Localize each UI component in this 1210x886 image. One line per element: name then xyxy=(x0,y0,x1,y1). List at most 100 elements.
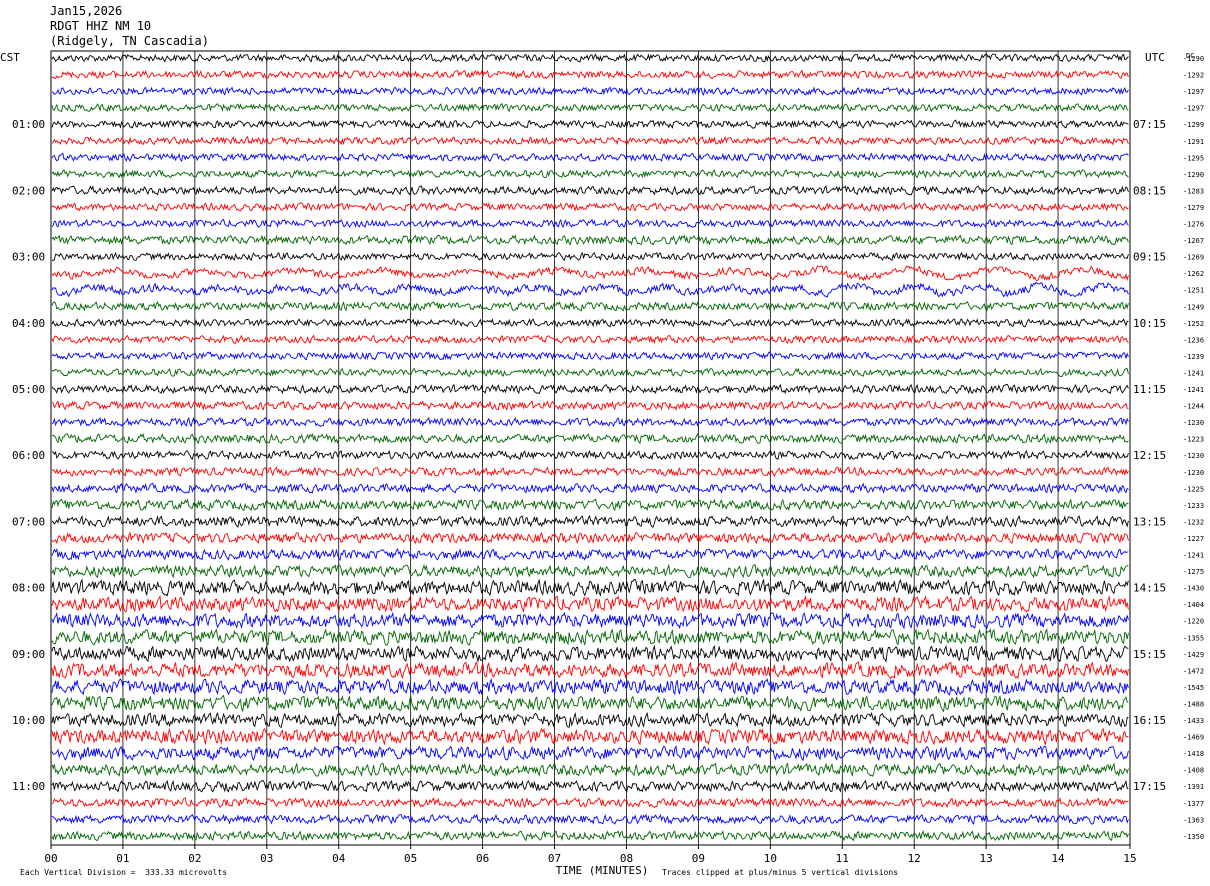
dc-offset-label: -1418 xyxy=(1183,750,1204,758)
x-tick-label: 04 xyxy=(332,852,346,865)
seismic-trace xyxy=(51,351,1129,361)
seismic-trace xyxy=(51,383,1129,395)
dc-offset-label: -1292 xyxy=(1183,72,1204,80)
hour-label-cst: 08:00 xyxy=(12,582,45,595)
seismic-trace xyxy=(51,301,1129,312)
seismic-trace xyxy=(51,433,1129,445)
x-tick-label: 01 xyxy=(116,852,129,865)
dc-offset-label: -1252 xyxy=(1183,320,1204,328)
x-tick-label: 08 xyxy=(620,852,633,865)
dc-header-label: DC xyxy=(1186,52,1194,60)
seismic-trace xyxy=(51,563,1129,579)
dc-offset-label: -1249 xyxy=(1183,303,1204,311)
seismic-trace xyxy=(51,594,1129,613)
plot-frame xyxy=(50,50,1131,846)
seismic-trace xyxy=(51,514,1129,528)
seismic-trace xyxy=(51,450,1129,461)
dc-offset-label: -1225 xyxy=(1183,485,1204,493)
dc-offset-label: -1408 xyxy=(1183,767,1204,775)
dc-offset-label: -1230 xyxy=(1183,419,1204,427)
dc-offset-label: -1299 xyxy=(1183,121,1204,129)
x-tick-label: 10 xyxy=(764,852,777,865)
dc-offset-label: -1230 xyxy=(1183,452,1204,460)
dc-offset-label: -1291 xyxy=(1183,138,1204,146)
seismic-trace xyxy=(51,548,1129,561)
seismic-trace xyxy=(51,711,1129,729)
seismic-trace xyxy=(51,466,1129,477)
dc-offset-label: -1363 xyxy=(1183,816,1204,824)
dc-offset-label: -1241 xyxy=(1183,369,1204,377)
dc-offset-label: -1350 xyxy=(1183,833,1204,841)
dc-offset-label: -1251 xyxy=(1183,287,1204,295)
dc-offset-label: -1283 xyxy=(1183,187,1204,195)
dc-offset-label: -1262 xyxy=(1183,270,1204,278)
seismic-trace xyxy=(51,644,1129,663)
seismic-trace xyxy=(51,251,1129,262)
dc-offset-label: -1269 xyxy=(1183,254,1204,262)
x-tick-label: 02 xyxy=(188,852,201,865)
dc-offset-label: -1469 xyxy=(1183,734,1204,742)
seismic-trace xyxy=(51,218,1129,229)
hour-label-utc: 15:15 xyxy=(1133,648,1166,661)
seismic-trace xyxy=(51,628,1129,647)
seismic-trace xyxy=(51,318,1129,328)
date-label: Jan15,2026 xyxy=(50,4,123,18)
seismic-trace xyxy=(51,119,1129,129)
dc-offset-label: -1241 xyxy=(1183,386,1204,394)
dc-offset-label: -1429 xyxy=(1183,651,1204,659)
seismic-trace xyxy=(51,281,1129,298)
x-tick-label: 12 xyxy=(908,852,921,865)
seismic-trace xyxy=(51,813,1129,825)
seismic-trace xyxy=(51,53,1129,63)
hour-label-utc: 13:15 xyxy=(1133,515,1166,528)
hour-label-utc: 16:15 xyxy=(1133,714,1166,727)
dc-offset-label: -1232 xyxy=(1183,518,1204,526)
seismic-trace xyxy=(51,152,1129,163)
timezone-right-label: UTC xyxy=(1145,51,1165,64)
x-axis-label: TIME (MINUTES) xyxy=(556,864,649,877)
hour-label-utc: 11:15 xyxy=(1133,383,1166,396)
station-label: RDGT HHZ NM 10 xyxy=(50,19,152,33)
dc-offset-label: -1297 xyxy=(1183,88,1204,96)
seismic-trace xyxy=(51,202,1129,212)
dc-offset-label: -1290 xyxy=(1183,55,1204,63)
seismic-trace xyxy=(51,498,1129,512)
x-tick-label: 03 xyxy=(260,852,273,865)
seismic-trace xyxy=(51,69,1129,80)
hour-label-utc: 07:15 xyxy=(1133,118,1166,131)
seismic-trace xyxy=(51,135,1129,146)
seismic-trace xyxy=(51,185,1129,196)
seismic-trace xyxy=(51,103,1129,113)
clip-note: Traces clipped at plus/minus 5 vertical … xyxy=(662,868,899,877)
dc-offset-label: -1545 xyxy=(1183,684,1204,692)
dc-offset-label: -1227 xyxy=(1183,535,1204,543)
dc-offset-label: -1223 xyxy=(1183,436,1204,444)
seismic-trace xyxy=(51,234,1129,246)
seismic-trace xyxy=(51,727,1129,746)
x-tick-label: 05 xyxy=(404,852,417,865)
hour-label-cst: 02:00 xyxy=(12,184,45,197)
dc-offset-label: -1377 xyxy=(1183,800,1204,808)
seismic-trace xyxy=(51,400,1129,411)
x-tick-label: 11 xyxy=(836,852,849,865)
seismic-trace xyxy=(51,779,1129,793)
hour-label-utc: 09:15 xyxy=(1133,251,1166,264)
seismic-trace xyxy=(51,797,1129,809)
scale-note: Each Vertical Division = 333.33 microvol… xyxy=(20,868,228,877)
dc-offset-label: -1430 xyxy=(1183,585,1204,593)
x-tick-label: 13 xyxy=(980,852,993,865)
dc-offset-label: -1297 xyxy=(1183,105,1204,113)
seismic-trace xyxy=(51,694,1129,713)
hour-label-utc: 10:15 xyxy=(1133,317,1166,330)
hour-label-cst: 10:00 xyxy=(12,714,45,727)
dc-offset-label: -1241 xyxy=(1183,552,1204,560)
dc-offset-label: -1276 xyxy=(1183,221,1204,229)
dc-offset-label: -1267 xyxy=(1183,237,1204,245)
dc-offset-label: -1391 xyxy=(1183,783,1204,791)
hour-label-utc: 08:15 xyxy=(1133,184,1166,197)
seismic-trace xyxy=(51,745,1129,762)
dc-offset-label: -1275 xyxy=(1183,568,1204,576)
seismic-trace xyxy=(51,677,1129,696)
seismic-trace xyxy=(51,169,1129,179)
x-tick-label: 14 xyxy=(1051,852,1065,865)
